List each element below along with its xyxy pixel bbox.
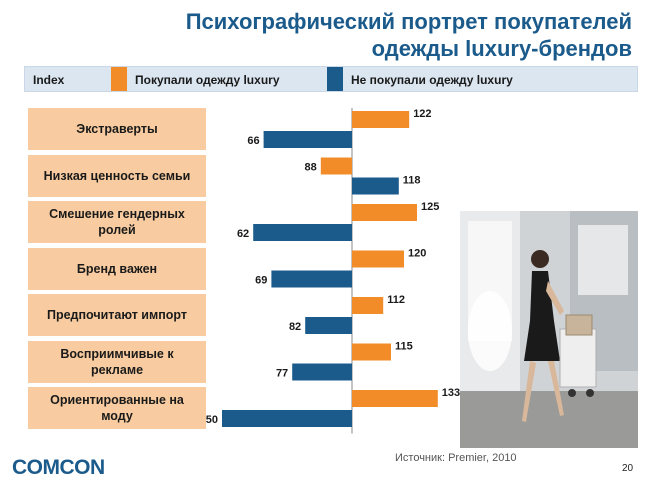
category-label-box: Предпочитают импорт [28,294,206,336]
category-label-text: Низкая ценность семьи [44,168,191,184]
category-label-text: Экстраверты [76,121,157,137]
bar-value-label: 112 [387,294,405,306]
bar-not-bought [292,363,352,381]
bar-value-label: 77 [276,368,288,380]
bar-bought [320,157,352,175]
category-label-line: Смешение гендерных [49,207,185,221]
bar-value-label: 50 [206,414,218,426]
legend-not-bought-label: Не покупали одежду luxury [351,73,513,87]
bar-value-label: 88 [305,162,317,174]
legend-bought-label: Покупали одежду luxury [135,73,280,87]
bar-value-label: 118 [403,175,421,187]
bar-value-label: 125 [421,201,439,213]
bar-value-label: 122 [413,108,431,120]
page-title: Психографический портрет покупателей оде… [72,8,632,62]
category-label-line: Ориентированные на [50,393,184,407]
bar-value-label: 120 [408,248,426,260]
category-label-text: Бренд важен [77,261,157,277]
bar-value-label: 115 [395,341,413,353]
bar-not-bought [253,224,352,241]
source-note: Источник: Premier, 2010 [395,452,517,464]
category-label-text: Смешение гендерных ролей [49,206,185,238]
shopper-photo [460,211,638,448]
bar-bought [352,250,404,268]
category-label-box: Восприимчивые к рекламе [28,340,206,383]
category-label-line: Низкая ценность семьи [43,168,191,183]
bar-not-bought [305,317,352,334]
category-label-line: моду [101,409,133,423]
category-label-line: Экстраверты [76,122,158,136]
legend-index-label: Index [33,73,65,87]
bar-bought [352,111,410,128]
page-number: 20 [622,463,634,474]
category-label-line: Предпочитают импорт [46,308,188,322]
bar-value-label: 66 [247,135,259,147]
bar-not-bought [263,131,352,148]
title-line-1: Психографический портрет покупателей [185,9,632,34]
category-label-line: Восприимчивые к [60,346,174,361]
category-label-box: Бренд важен [28,247,206,290]
bar-bought [352,343,391,361]
bar-bought [352,297,384,314]
category-label-box: Ориентированные на моду [28,387,206,429]
bar-bought [352,204,417,221]
bar-not-bought [222,410,352,427]
comcon-logo: COMCON [12,456,105,479]
title-line-2: одежды luxury-брендов [371,36,632,61]
bar-value-label: 62 [237,228,249,240]
bar-not-bought [271,270,352,288]
bar-bought [352,390,438,407]
category-label-text: Предпочитают импорт [47,307,187,323]
bar-not-bought [352,177,399,195]
category-label-line: рекламе [90,362,144,377]
category-label-box: Экстраверты [28,108,206,150]
bar-value-label: 82 [289,321,301,333]
bar-value-label: 133 [442,387,460,399]
legend-bar: Index Покупали одежду luxury Не покупали… [24,66,638,92]
legend-not-bought-swatch [327,67,343,91]
legend-bought-swatch [111,67,127,91]
category-label-box: Смешение гендерных ролей [28,201,206,243]
category-label-line: ролей [98,223,136,237]
category-label-line: Бренд важен [76,261,158,276]
category-label-box: Низкая ценность семьи [28,154,206,197]
category-label-text: Восприимчивые к рекламе [60,346,173,378]
bar-value-label: 69 [255,275,267,287]
category-label-text: Ориентированные на моду [50,392,184,424]
